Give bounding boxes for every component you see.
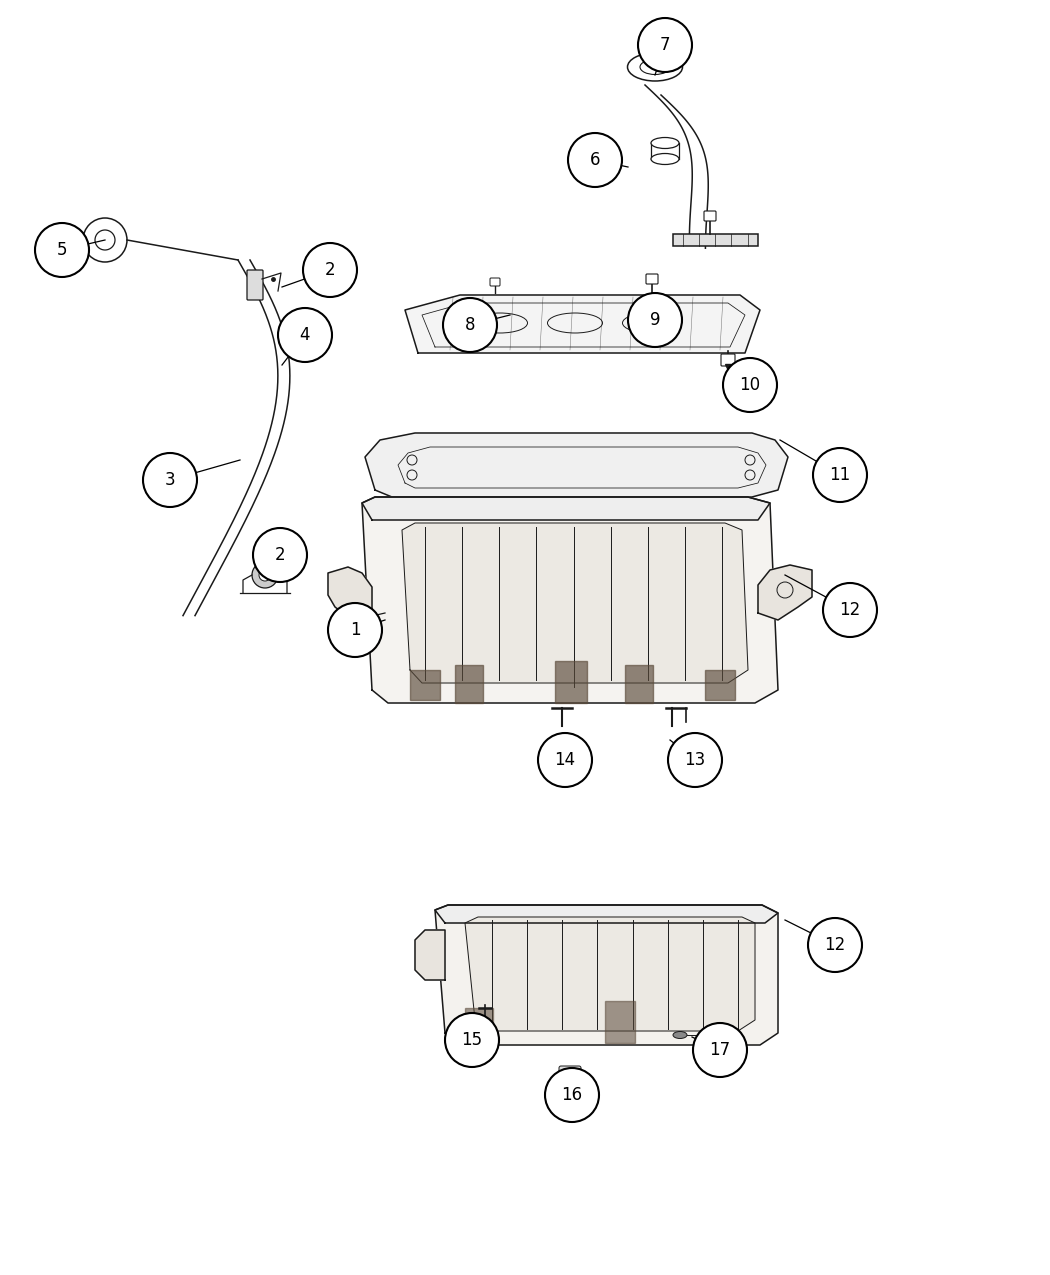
Text: 10: 10 xyxy=(739,376,760,394)
FancyBboxPatch shape xyxy=(559,1066,581,1086)
Bar xyxy=(555,660,587,703)
Circle shape xyxy=(35,223,89,277)
Circle shape xyxy=(253,528,307,581)
Text: 5: 5 xyxy=(57,241,67,259)
Circle shape xyxy=(693,1023,747,1077)
Text: 3: 3 xyxy=(165,470,175,490)
Circle shape xyxy=(443,298,497,352)
Ellipse shape xyxy=(346,618,358,623)
FancyBboxPatch shape xyxy=(247,270,262,300)
Polygon shape xyxy=(328,567,372,620)
Text: 15: 15 xyxy=(461,1031,483,1049)
Circle shape xyxy=(545,1068,598,1122)
Bar xyxy=(465,1009,493,1043)
Text: 8: 8 xyxy=(465,316,476,334)
Text: 4: 4 xyxy=(299,326,310,344)
Circle shape xyxy=(565,1071,575,1081)
Circle shape xyxy=(628,293,682,347)
Text: 16: 16 xyxy=(562,1086,583,1104)
Polygon shape xyxy=(402,523,748,683)
Polygon shape xyxy=(405,295,760,353)
Circle shape xyxy=(668,733,722,787)
Bar xyxy=(455,666,483,703)
Polygon shape xyxy=(758,565,812,620)
Circle shape xyxy=(823,583,877,638)
Ellipse shape xyxy=(673,1031,687,1039)
Circle shape xyxy=(259,569,271,581)
Circle shape xyxy=(538,733,592,787)
Circle shape xyxy=(252,562,278,588)
Polygon shape xyxy=(435,905,778,923)
Bar xyxy=(705,669,735,700)
Text: 14: 14 xyxy=(554,751,575,769)
Circle shape xyxy=(813,448,867,502)
Text: 12: 12 xyxy=(824,936,845,954)
Polygon shape xyxy=(435,905,778,1046)
Text: 6: 6 xyxy=(590,150,601,170)
Ellipse shape xyxy=(651,153,679,164)
FancyBboxPatch shape xyxy=(721,354,735,366)
Text: 9: 9 xyxy=(650,311,660,329)
Polygon shape xyxy=(365,434,788,497)
Bar xyxy=(605,1001,635,1043)
Polygon shape xyxy=(415,929,445,980)
Text: 1: 1 xyxy=(350,621,360,639)
Text: 17: 17 xyxy=(710,1040,731,1060)
Text: 2: 2 xyxy=(275,546,286,564)
Circle shape xyxy=(808,918,862,972)
FancyBboxPatch shape xyxy=(704,210,716,221)
Circle shape xyxy=(723,358,777,412)
FancyBboxPatch shape xyxy=(490,278,500,286)
Circle shape xyxy=(638,18,692,71)
Ellipse shape xyxy=(651,138,679,148)
Text: 13: 13 xyxy=(685,751,706,769)
Polygon shape xyxy=(465,917,755,1031)
Circle shape xyxy=(568,133,622,187)
Bar xyxy=(410,669,440,700)
Text: 12: 12 xyxy=(839,601,861,618)
FancyBboxPatch shape xyxy=(646,274,658,284)
Circle shape xyxy=(278,309,332,362)
Text: 2: 2 xyxy=(324,261,335,279)
FancyBboxPatch shape xyxy=(672,235,757,246)
Bar xyxy=(625,666,653,703)
Polygon shape xyxy=(362,497,778,703)
Polygon shape xyxy=(362,497,770,520)
Text: 11: 11 xyxy=(830,465,850,484)
Circle shape xyxy=(445,1014,499,1067)
Circle shape xyxy=(303,244,357,297)
Circle shape xyxy=(143,453,197,507)
Text: 7: 7 xyxy=(659,36,670,54)
Circle shape xyxy=(328,603,382,657)
